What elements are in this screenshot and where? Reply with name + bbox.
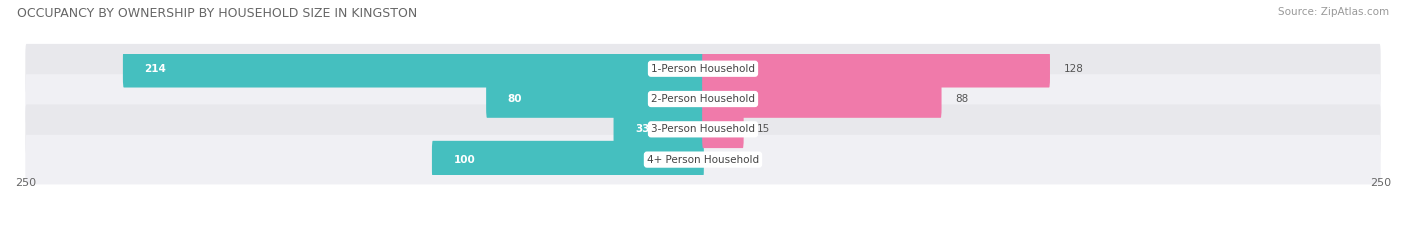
Text: 128: 128 (1063, 64, 1084, 74)
FancyBboxPatch shape (25, 44, 1381, 94)
FancyBboxPatch shape (702, 80, 942, 118)
FancyBboxPatch shape (25, 74, 1381, 124)
FancyBboxPatch shape (25, 135, 1381, 185)
Text: 15: 15 (758, 124, 770, 134)
Text: 4+ Person Household: 4+ Person Household (647, 155, 759, 164)
Text: 1-Person Household: 1-Person Household (651, 64, 755, 74)
FancyBboxPatch shape (122, 50, 704, 88)
FancyBboxPatch shape (25, 104, 1381, 154)
FancyBboxPatch shape (613, 110, 704, 148)
Text: 214: 214 (145, 64, 166, 74)
FancyBboxPatch shape (432, 141, 704, 178)
Text: 100: 100 (454, 155, 475, 164)
Text: 3-Person Household: 3-Person Household (651, 124, 755, 134)
Text: 80: 80 (508, 94, 522, 104)
Text: 88: 88 (955, 94, 969, 104)
Text: Source: ZipAtlas.com: Source: ZipAtlas.com (1278, 7, 1389, 17)
Text: 2-Person Household: 2-Person Household (651, 94, 755, 104)
Text: OCCUPANCY BY OWNERSHIP BY HOUSEHOLD SIZE IN KINGSTON: OCCUPANCY BY OWNERSHIP BY HOUSEHOLD SIZE… (17, 7, 418, 20)
FancyBboxPatch shape (702, 50, 1050, 88)
FancyBboxPatch shape (702, 110, 744, 148)
FancyBboxPatch shape (486, 80, 704, 118)
Text: 33: 33 (636, 124, 650, 134)
Text: 0: 0 (717, 155, 723, 164)
